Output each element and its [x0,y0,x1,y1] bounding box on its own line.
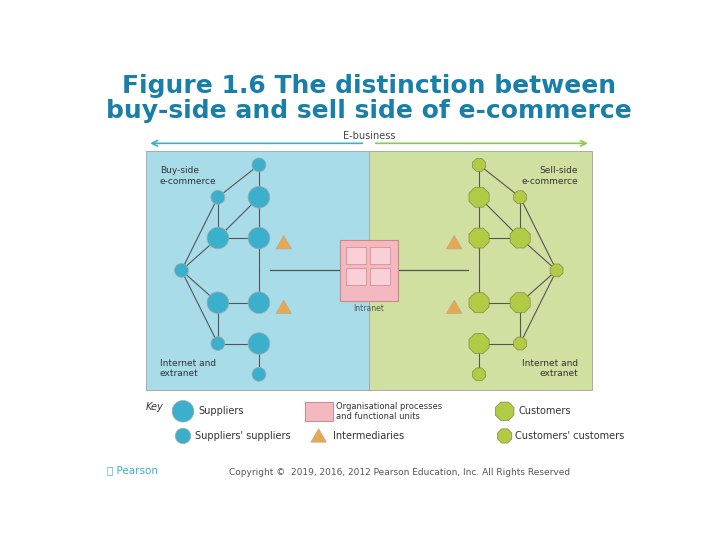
Text: Internet and
extranet: Internet and extranet [160,359,216,378]
Text: Intranet: Intranet [354,304,384,313]
Text: Sell-side
e-commerce: Sell-side e-commerce [521,166,578,186]
Polygon shape [472,159,485,171]
Circle shape [175,428,191,444]
Polygon shape [469,293,489,313]
Text: Suppliers: Suppliers [199,406,244,416]
Circle shape [207,227,229,249]
Circle shape [211,190,225,204]
Bar [370,268,390,285]
Polygon shape [469,334,489,354]
Polygon shape [469,228,489,248]
Text: Copyright ©  2019, 2016, 2012 Pearson Education, Inc. All Rights Reserved: Copyright © 2019, 2016, 2012 Pearson Edu… [230,468,570,477]
Polygon shape [276,235,292,249]
Circle shape [172,401,194,422]
Text: Buy-side
e-commerce: Buy-side e-commerce [160,166,217,186]
Bar [369,151,593,390]
Bar [346,268,366,285]
Circle shape [252,367,266,381]
Polygon shape [469,187,489,207]
Bar [370,247,390,264]
Polygon shape [495,402,514,421]
Polygon shape [311,429,326,442]
Polygon shape [550,264,563,277]
Text: Customers' customers: Customers' customers [516,431,625,441]
Text: buy-side and sell side of e-commerce: buy-side and sell side of e-commerce [106,99,632,123]
Text: Key: Key [145,402,163,412]
Polygon shape [513,191,526,204]
Circle shape [211,336,225,350]
Text: Customers: Customers [518,406,571,416]
Circle shape [252,158,266,172]
Text: Intermediaries: Intermediaries [333,431,404,441]
Circle shape [248,292,270,314]
Polygon shape [446,235,462,249]
Text: Suppliers' suppliers: Suppliers' suppliers [195,431,291,441]
Polygon shape [446,300,462,314]
Text: Internet and
extranet: Internet and extranet [522,359,578,378]
Polygon shape [472,368,485,381]
Polygon shape [513,337,526,350]
Polygon shape [498,429,512,443]
Polygon shape [510,293,530,313]
Circle shape [174,264,189,278]
Bar [305,402,333,421]
Bar [340,240,398,301]
Text: Ⓟ Pearson: Ⓟ Pearson [107,465,158,475]
Text: Organisational processes
and functional units: Organisational processes and functional … [336,402,442,421]
Text: E-business: E-business [343,131,395,141]
Text: Figure 1.6 The distinction between: Figure 1.6 The distinction between [122,75,616,98]
Circle shape [248,333,270,354]
Circle shape [248,227,270,249]
Circle shape [248,186,270,208]
Polygon shape [276,300,292,314]
Circle shape [207,292,229,314]
Bar [346,247,366,264]
Bar [145,151,369,390]
Polygon shape [510,228,530,248]
